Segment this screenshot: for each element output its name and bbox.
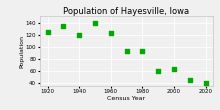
Point — [93, 22, 97, 23]
X-axis label: Census Year: Census Year — [107, 96, 146, 101]
Point — [62, 25, 65, 26]
Point — [109, 32, 112, 34]
Point — [125, 50, 128, 52]
Point — [172, 68, 176, 70]
Point — [141, 50, 144, 52]
Point — [46, 31, 49, 32]
Point — [188, 79, 191, 81]
Title: Population of Hayesville, Iowa: Population of Hayesville, Iowa — [63, 7, 190, 16]
Point — [204, 82, 207, 84]
Point — [156, 70, 160, 72]
Point — [77, 34, 81, 35]
Y-axis label: Population: Population — [19, 35, 24, 68]
